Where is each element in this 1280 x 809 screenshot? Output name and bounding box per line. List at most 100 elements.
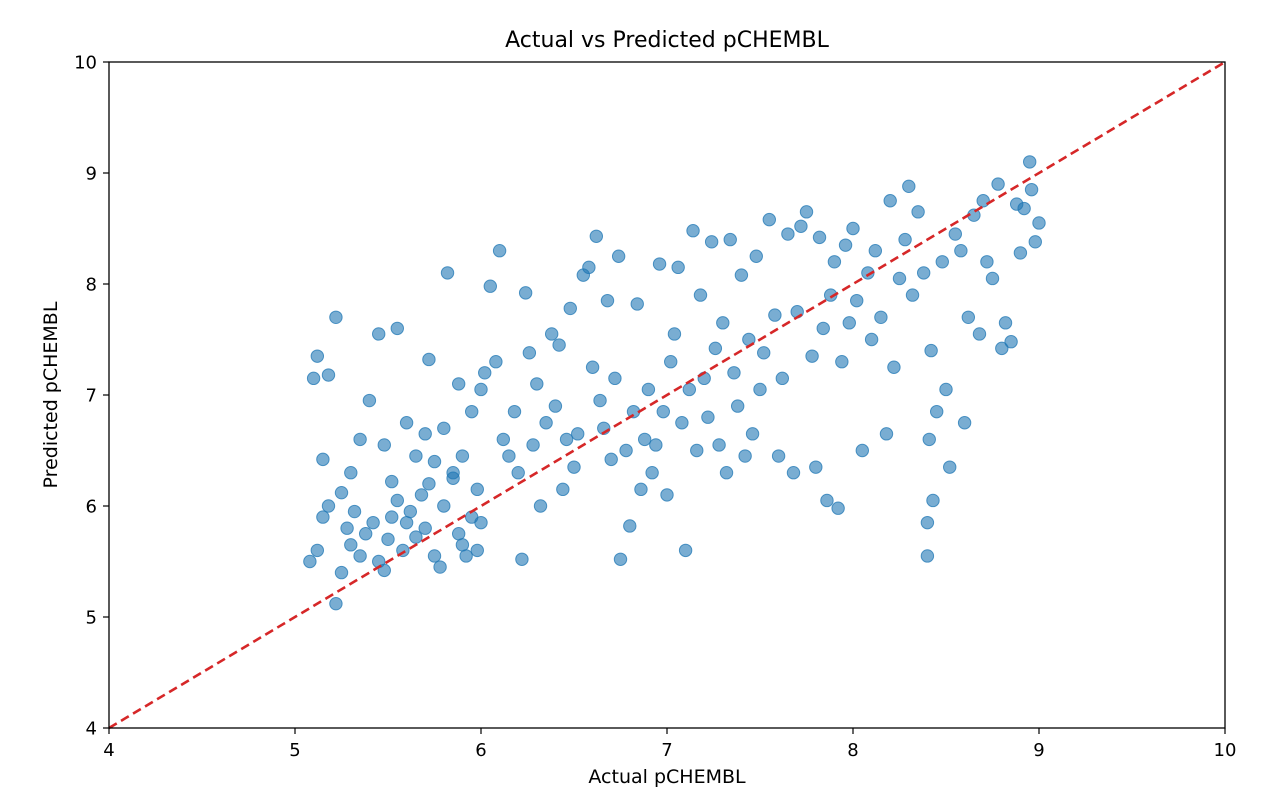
- scatter-point: [451, 527, 466, 541]
- scatter-point: [470, 482, 484, 497]
- scatter-point: [552, 338, 566, 352]
- scatter-point: [347, 504, 362, 519]
- scatter-point: [604, 452, 618, 467]
- scatter-point: [1024, 182, 1039, 197]
- scatter-point: [608, 371, 622, 386]
- scatter-point: [634, 482, 648, 497]
- scatter-point: [762, 212, 776, 227]
- scatter-point: [786, 466, 801, 480]
- y-tick-label: 10: [74, 53, 97, 74]
- scatter-point: [652, 257, 667, 271]
- scatter-point: [544, 327, 559, 341]
- scatter-point: [414, 488, 429, 502]
- scatter-point: [619, 443, 633, 458]
- scatter-point: [948, 227, 962, 241]
- scatter-point: [898, 232, 912, 247]
- scatter-point: [943, 460, 957, 474]
- scatter-point: [1022, 155, 1037, 169]
- x-tick-label: 8: [847, 740, 858, 761]
- scatter-point: [321, 499, 336, 513]
- y-tick-label: 5: [86, 608, 97, 629]
- y-tick-label: 6: [86, 497, 97, 518]
- scatter-point: [334, 565, 349, 580]
- scatter-point: [329, 596, 343, 611]
- scatter-point: [340, 521, 354, 535]
- scatter-point: [316, 452, 330, 467]
- scatter-point: [362, 393, 377, 408]
- scatter-point: [381, 532, 395, 546]
- scatter-point: [656, 404, 670, 419]
- y-tick-label: 8: [86, 275, 97, 296]
- scatter-point: [753, 382, 767, 397]
- scatter-point: [377, 563, 391, 578]
- scatter-point: [470, 543, 484, 558]
- scatter-point: [366, 515, 380, 530]
- scatter-point: [693, 288, 708, 302]
- scatter-point: [957, 416, 972, 430]
- scatter-point: [496, 432, 511, 447]
- scatter-point: [502, 449, 516, 463]
- scatter-point: [593, 393, 607, 408]
- scatter-point: [446, 471, 460, 485]
- y-tick-label: 7: [86, 386, 97, 407]
- scatter-point: [704, 235, 719, 249]
- scatter-point: [727, 366, 741, 380]
- scatter-point: [409, 449, 423, 463]
- scatter-point: [630, 297, 644, 311]
- scatter-point: [939, 382, 953, 397]
- scatter-point: [980, 255, 994, 269]
- scatter-point: [582, 260, 596, 275]
- scatter-point: [771, 449, 786, 463]
- scatter-point: [390, 321, 404, 336]
- scatter-point: [329, 310, 343, 324]
- scatter-point: [455, 538, 470, 552]
- scatter-point: [427, 549, 442, 563]
- scatter-point: [377, 438, 391, 452]
- scatter-point: [539, 416, 553, 430]
- scatter-point: [403, 504, 418, 519]
- scatter-point: [353, 549, 367, 563]
- scatter-point: [559, 432, 574, 447]
- scatter-point: [855, 443, 869, 458]
- scatter-point: [846, 221, 860, 236]
- scatter-point: [422, 477, 436, 491]
- scatter-point: [409, 530, 423, 544]
- x-tick-label: 5: [289, 740, 300, 761]
- scatter-point: [465, 404, 479, 419]
- scatter-point: [701, 410, 715, 424]
- scatter-point: [781, 227, 795, 241]
- scatter-point: [303, 554, 317, 569]
- scatter-point: [422, 352, 436, 367]
- scatter-point: [985, 271, 1000, 286]
- scatter-point: [563, 301, 577, 316]
- scatter-point: [922, 432, 936, 447]
- scatter-point: [358, 527, 373, 541]
- scatter-point: [418, 521, 432, 535]
- scatter-point: [507, 404, 522, 419]
- scatter-point: [474, 515, 488, 530]
- scatter-point: [838, 238, 853, 252]
- scatter-point: [515, 552, 529, 566]
- scatter-point: [533, 499, 548, 513]
- scatter-point: [459, 549, 473, 563]
- scatter-point: [924, 343, 938, 358]
- scatter-point: [530, 377, 544, 391]
- scatter-point: [794, 219, 808, 233]
- scatter-point: [734, 268, 749, 282]
- scatter-point: [976, 194, 990, 208]
- scatter-point: [372, 327, 386, 341]
- x-tick-label: 10: [1214, 740, 1237, 761]
- scatter-point: [667, 327, 682, 341]
- scatter-point: [589, 229, 604, 243]
- scatter-point: [675, 416, 689, 430]
- scatter-point: [905, 288, 920, 302]
- scatter-point: [437, 499, 451, 513]
- scatter-point: [1028, 235, 1042, 249]
- scatter-point: [916, 266, 931, 280]
- scatter-point: [738, 449, 752, 463]
- scatter-point: [730, 399, 745, 413]
- scatter-point: [427, 454, 442, 469]
- scatter-point: [571, 427, 585, 441]
- scatter-point: [660, 488, 674, 502]
- scatter-point: [883, 194, 897, 208]
